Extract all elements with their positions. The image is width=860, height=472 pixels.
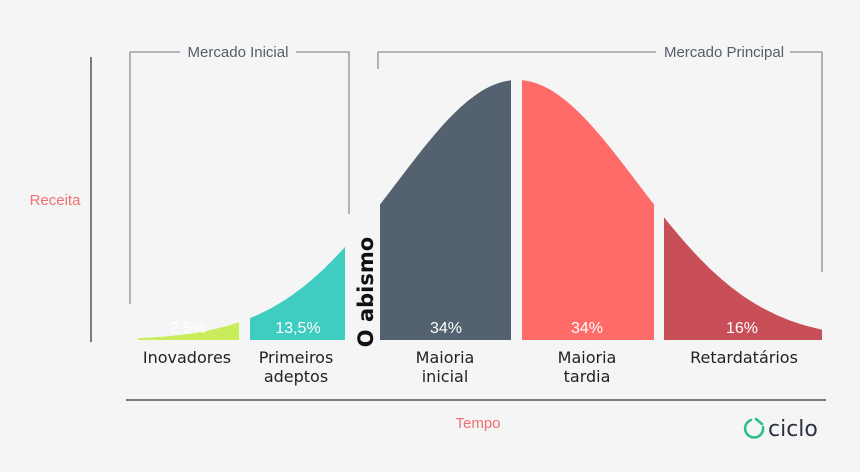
category-label-maioria-inicial: Maioria inicial	[416, 348, 475, 386]
y-axis-title: Receita	[30, 192, 82, 209]
bracket-label-mercado-principal: Mercado Principal	[664, 44, 784, 61]
value-label-retardatarios: 16%	[726, 320, 758, 337]
category-label-primeiros-adeptos: Primeiros adeptos	[259, 348, 334, 386]
segment-primeiros-adeptos	[250, 246, 345, 340]
category-label-retardatarios: Retardatários	[690, 348, 798, 367]
segment-maioria-inicial	[380, 80, 511, 341]
value-label-maioria-tardia: 34%	[571, 320, 603, 337]
brand-name: ciclo	[768, 417, 818, 442]
x-axis-title: Tempo	[455, 415, 500, 432]
segment-inovadores	[138, 322, 239, 340]
bracket-mercado-inicial: Mercado Inicial	[129, 44, 350, 304]
value-label-maioria-inicial: 34%	[430, 320, 462, 337]
chasm-label: O abismo	[354, 237, 378, 347]
value-label-primeiros-adeptos: 13,5%	[275, 320, 320, 337]
segment-retardatarios	[664, 217, 822, 340]
bracket-mercado-principal: Mercado Principal	[377, 44, 823, 272]
ciclo-logo-icon	[743, 417, 765, 439]
bracket-label-mercado-inicial: Mercado Inicial	[188, 44, 289, 61]
value-label-inovadores: 2,5%	[170, 320, 206, 337]
ciclo-logo: ciclo	[743, 417, 818, 442]
segment-maioria-tardia	[522, 80, 654, 340]
category-label-maioria-tardia: Maioria tardia	[558, 348, 617, 386]
category-label-inovadores: Inovadores	[143, 348, 231, 367]
